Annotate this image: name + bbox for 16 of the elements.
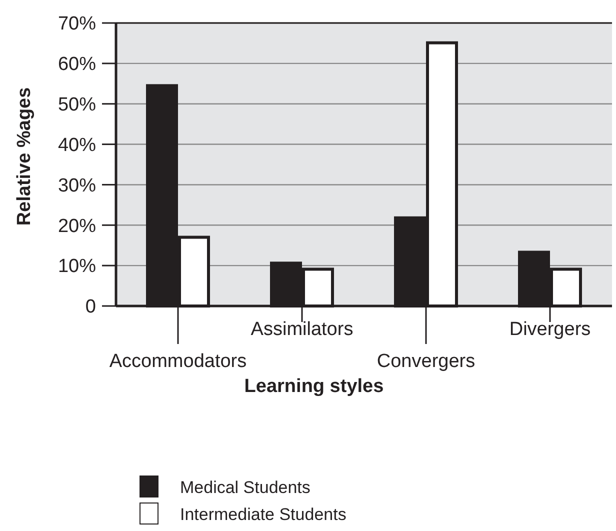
x-tick-label: Assimilators (250, 319, 354, 340)
y-tick-label: 40% (58, 134, 96, 156)
x-tick-label: Accommodators (109, 351, 247, 372)
x-tick-label: Divergers (509, 319, 591, 340)
legend-label: Medical Students (180, 478, 310, 497)
y-tick-label: 0 (85, 296, 96, 318)
x-axis-title: Learning styles (244, 376, 384, 397)
y-tick-label: 50% (58, 94, 96, 116)
y-tick-label: 60% (58, 54, 96, 76)
y-axis-title: Relative %ages (14, 87, 35, 226)
y-tick-label: 70% (58, 14, 96, 35)
y-tick-label: 30% (58, 175, 96, 196)
y-tick-label: 10% (58, 256, 96, 278)
x-tick-label: Convergers (376, 351, 476, 372)
y-tick-label: 20% (58, 216, 96, 237)
legend-label: Intermediate Students (180, 504, 346, 524)
